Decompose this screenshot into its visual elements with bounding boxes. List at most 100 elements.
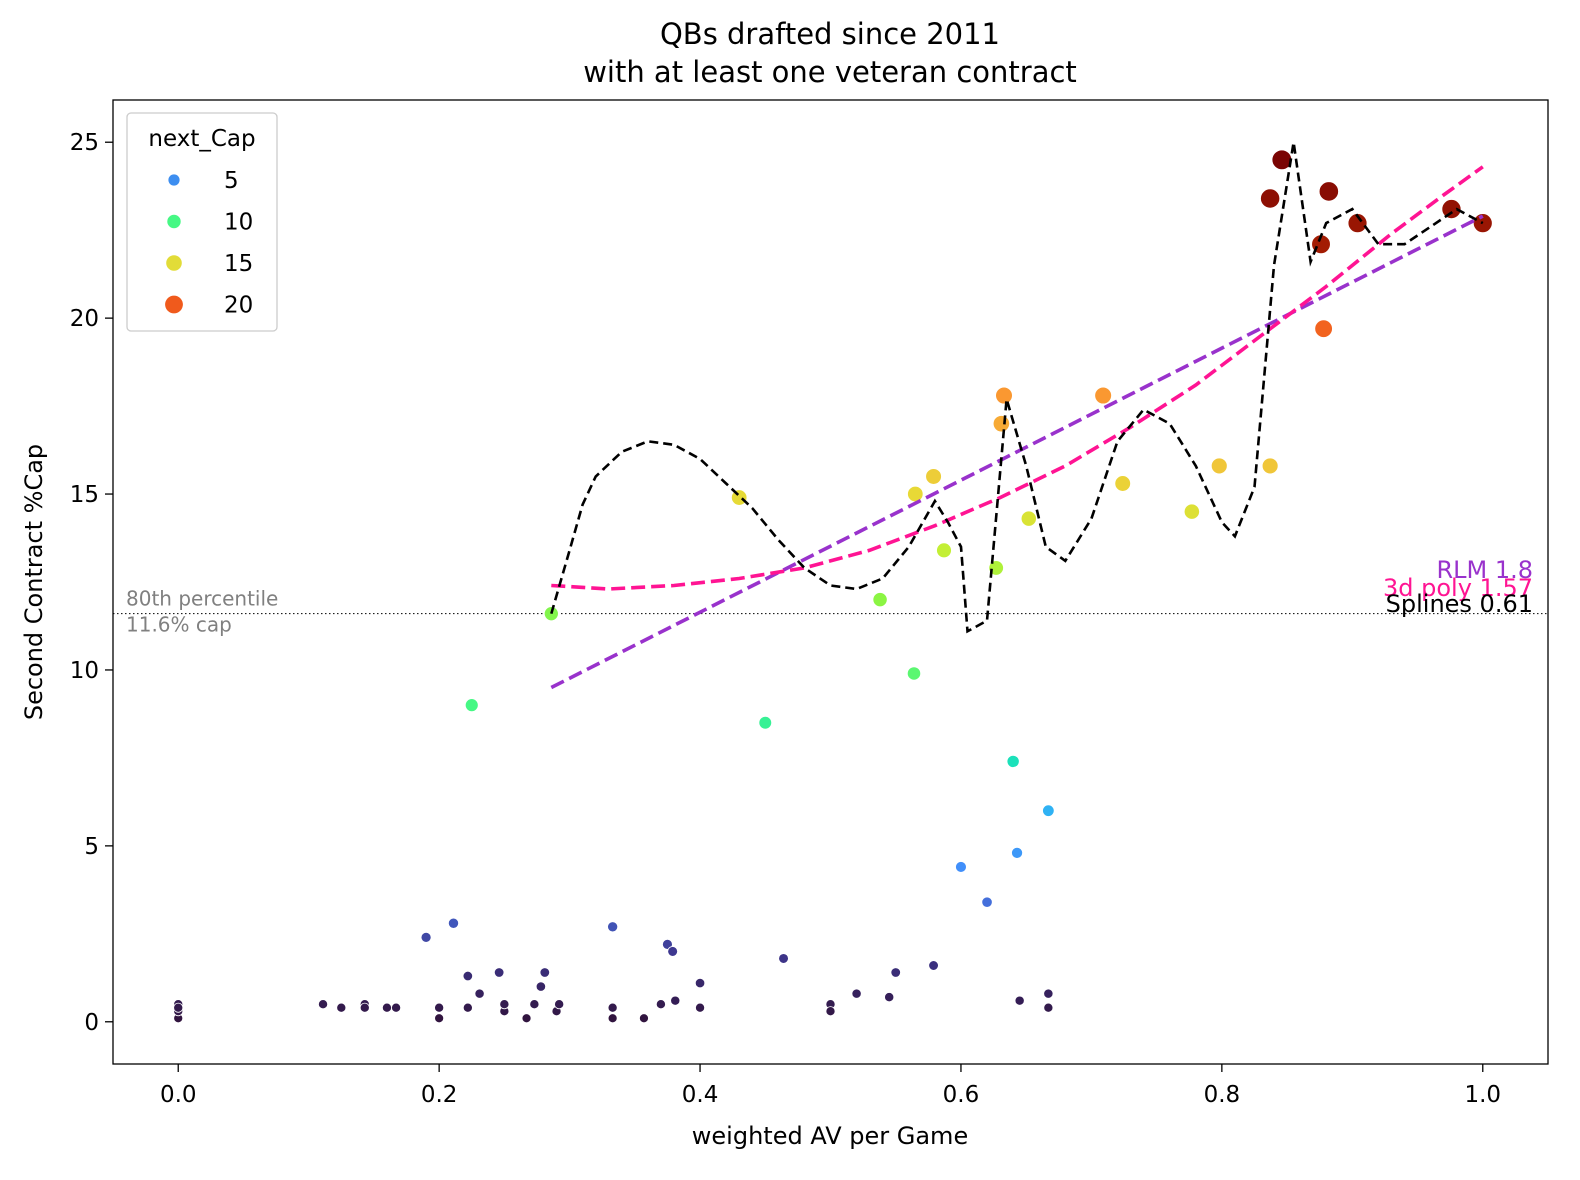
data-point (928, 960, 939, 971)
plot-frame (112, 99, 1549, 1065)
axis-ticks: 0.0 0.2 0.4 0.6 0.8 1.0 0 5 10 15 20 25 (70, 130, 1501, 1108)
data-point (825, 1006, 836, 1017)
y-tick-label: 0 (84, 1010, 99, 1036)
data-point (1260, 188, 1281, 209)
data-point (462, 970, 474, 982)
legend-title: next_Cap (148, 126, 255, 152)
legend-marker (168, 174, 180, 186)
data-point (1210, 457, 1228, 475)
legend-box (126, 112, 278, 332)
legend-label: 10 (224, 210, 253, 236)
data-point (554, 999, 565, 1010)
chart-title-line1: QBs drafted since 2011 (660, 17, 1000, 51)
legend-marker (167, 214, 181, 229)
x-tick-label: 0.6 (943, 1082, 980, 1108)
data-point (884, 992, 895, 1003)
data-point (493, 967, 505, 978)
data-point (890, 967, 901, 978)
legend-marker (166, 255, 182, 271)
data-point (318, 999, 329, 1010)
data-point (778, 953, 789, 964)
y-tick-label: 20 (70, 306, 99, 332)
data-point (906, 666, 922, 681)
legend-label: 5 (224, 168, 239, 194)
data-point (936, 542, 952, 559)
data-point (758, 715, 773, 730)
data-point (391, 1002, 402, 1013)
data-point (521, 1013, 532, 1024)
data-point (1114, 475, 1131, 492)
data-point (381, 1002, 392, 1013)
x-tick-label: 1.0 (1464, 1082, 1501, 1108)
data-point (872, 592, 888, 608)
legend-label: 15 (224, 251, 253, 277)
data-point (499, 999, 510, 1010)
data-point (1094, 386, 1112, 405)
data-point (173, 1002, 184, 1013)
data-point (434, 1013, 445, 1024)
data-point (1318, 181, 1339, 202)
data-point (607, 1013, 618, 1024)
data-point (1347, 213, 1368, 234)
data-point (667, 946, 678, 957)
data-point (535, 981, 547, 992)
data-point (1020, 510, 1037, 527)
data-point (1014, 995, 1025, 1006)
data-point (1043, 988, 1054, 999)
fit-annotation-rlm: RLM 1.8 (1436, 556, 1533, 584)
data-point (1042, 804, 1055, 817)
data-point (474, 988, 485, 999)
data-point (1441, 199, 1462, 220)
y-tick-label: 10 (70, 658, 99, 684)
x-tick-label: 0.2 (421, 1082, 458, 1108)
fit-lines (550, 141, 1484, 690)
data-point (655, 999, 666, 1010)
data-point (907, 485, 924, 503)
chart-title-line2: with at least one veteran contract (583, 55, 1077, 89)
data-point (464, 698, 479, 713)
data-point (359, 1002, 370, 1013)
x-tick-label: 0.8 (1204, 1082, 1241, 1108)
fit-annotation-splines: Splines 0.61 (1386, 590, 1533, 618)
data-point (955, 861, 967, 873)
data-point (992, 415, 1011, 433)
data-point (695, 1002, 706, 1013)
data-point (434, 1002, 445, 1013)
data-point (639, 1013, 649, 1024)
data-point (981, 896, 993, 908)
x-tick-label: 0.4 (682, 1082, 719, 1108)
data-point (1006, 754, 1020, 768)
data-point (336, 1002, 347, 1013)
data-point (851, 988, 862, 999)
y-tick-label: 15 (70, 482, 99, 508)
legend: next_Cap 5 10 15 20 (126, 112, 278, 332)
fit-line-3d-poly (551, 165, 1484, 591)
data-point (1183, 503, 1200, 520)
data-point (694, 977, 706, 989)
data-point (462, 1002, 473, 1013)
data-point (607, 921, 619, 933)
x-tick-label: 0.0 (160, 1082, 197, 1108)
legend-label: 20 (224, 293, 253, 319)
data-point (529, 999, 540, 1010)
data-point (539, 967, 551, 978)
threshold-label-line1: 80th percentile (126, 587, 278, 611)
fit-annotation-3d-poly: 3d poly 1.57 (1383, 574, 1533, 602)
fit-line-rlm (550, 214, 1484, 690)
y-tick-label: 5 (84, 834, 99, 860)
y-tick-label: 25 (70, 130, 99, 156)
x-axis-label: weighted AV per Game (692, 1122, 968, 1150)
fit-line-splines (550, 141, 1484, 634)
data-point (670, 995, 681, 1006)
data-point (1314, 319, 1333, 338)
data-point (607, 1002, 618, 1013)
data-point (1043, 1002, 1054, 1013)
y-axis-label: Second Contract %Cap (20, 444, 48, 720)
data-point (1261, 457, 1279, 475)
data-point (1011, 846, 1024, 859)
data-point (925, 468, 942, 485)
data-point (447, 917, 460, 929)
